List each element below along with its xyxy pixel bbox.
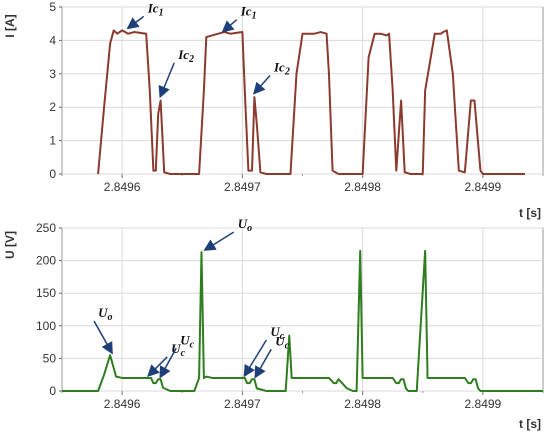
annotation-arrow [254, 348, 272, 379]
annotation-arrow [252, 75, 271, 95]
x-tick-label: 2.8496 [104, 180, 141, 194]
annotation-arrow [147, 356, 168, 378]
plot-area [61, 227, 544, 392]
series-line [62, 249, 543, 392]
y-tick-label: 1 [49, 134, 56, 148]
y-tick-label: 150 [36, 286, 56, 300]
annotation-label: Uo [238, 216, 252, 234]
annotation-label: Ic2 [273, 60, 290, 78]
annotation-label: Uc [270, 324, 284, 342]
y-tick-label: 250 [36, 221, 56, 235]
y-tick-label: 0 [49, 384, 56, 398]
y-tick-label: 100 [36, 319, 56, 333]
x-tick-label: 2.8497 [224, 397, 261, 411]
annotation-label: Uo [98, 305, 112, 323]
x-tick-label: 2.8499 [465, 180, 502, 194]
x-axis-label: t [s] [519, 417, 541, 431]
current-chart: 0 1 2 3 4 5 2.8496 2.8497 2.8498 2.8499 I [A] t [s]… [3, 0, 544, 220]
y-tick-label: 3 [49, 67, 56, 81]
annotation-arrow [203, 231, 235, 251]
annotation-label: Ic1 [147, 0, 164, 18]
voltage-chart: 0 50 100 150 200 250 2.8496 2.8497 2.8498 2.8499 U… [3, 216, 544, 431]
x-tick-label: 2.8499 [465, 397, 502, 411]
annotation-label: Uc [180, 332, 194, 350]
annotation-arrow [126, 15, 145, 30]
annotation-arrow [93, 320, 113, 355]
x-tick-label: 2.8496 [104, 397, 141, 411]
x-tick-label: 2.8498 [344, 397, 381, 411]
y-tick-label: 5 [49, 0, 56, 14]
annotation-arrow [159, 347, 177, 379]
y-tick-label: 4 [49, 33, 56, 47]
annotation-arrow [221, 19, 238, 33]
y-axis-label: I [A] [3, 14, 17, 37]
y-tick-label: 50 [43, 351, 57, 365]
annotation-label: Uc [275, 333, 289, 351]
series-line [97, 29, 525, 175]
y-tick-label: 2 [49, 100, 56, 114]
annotation-arrow [158, 62, 175, 99]
annotation-label: Ic2 [177, 47, 194, 65]
y-tick-label: 200 [36, 254, 56, 268]
x-tick-label: 2.8497 [224, 180, 261, 194]
y-axis-label: U [V] [3, 231, 17, 259]
annotation-label: Ic1 [240, 4, 257, 22]
x-tick-label: 2.8498 [344, 180, 381, 194]
x-axis-label: t [s] [519, 206, 541, 220]
annotation-arrow [243, 339, 268, 378]
y-tick-label: 0 [49, 167, 56, 181]
